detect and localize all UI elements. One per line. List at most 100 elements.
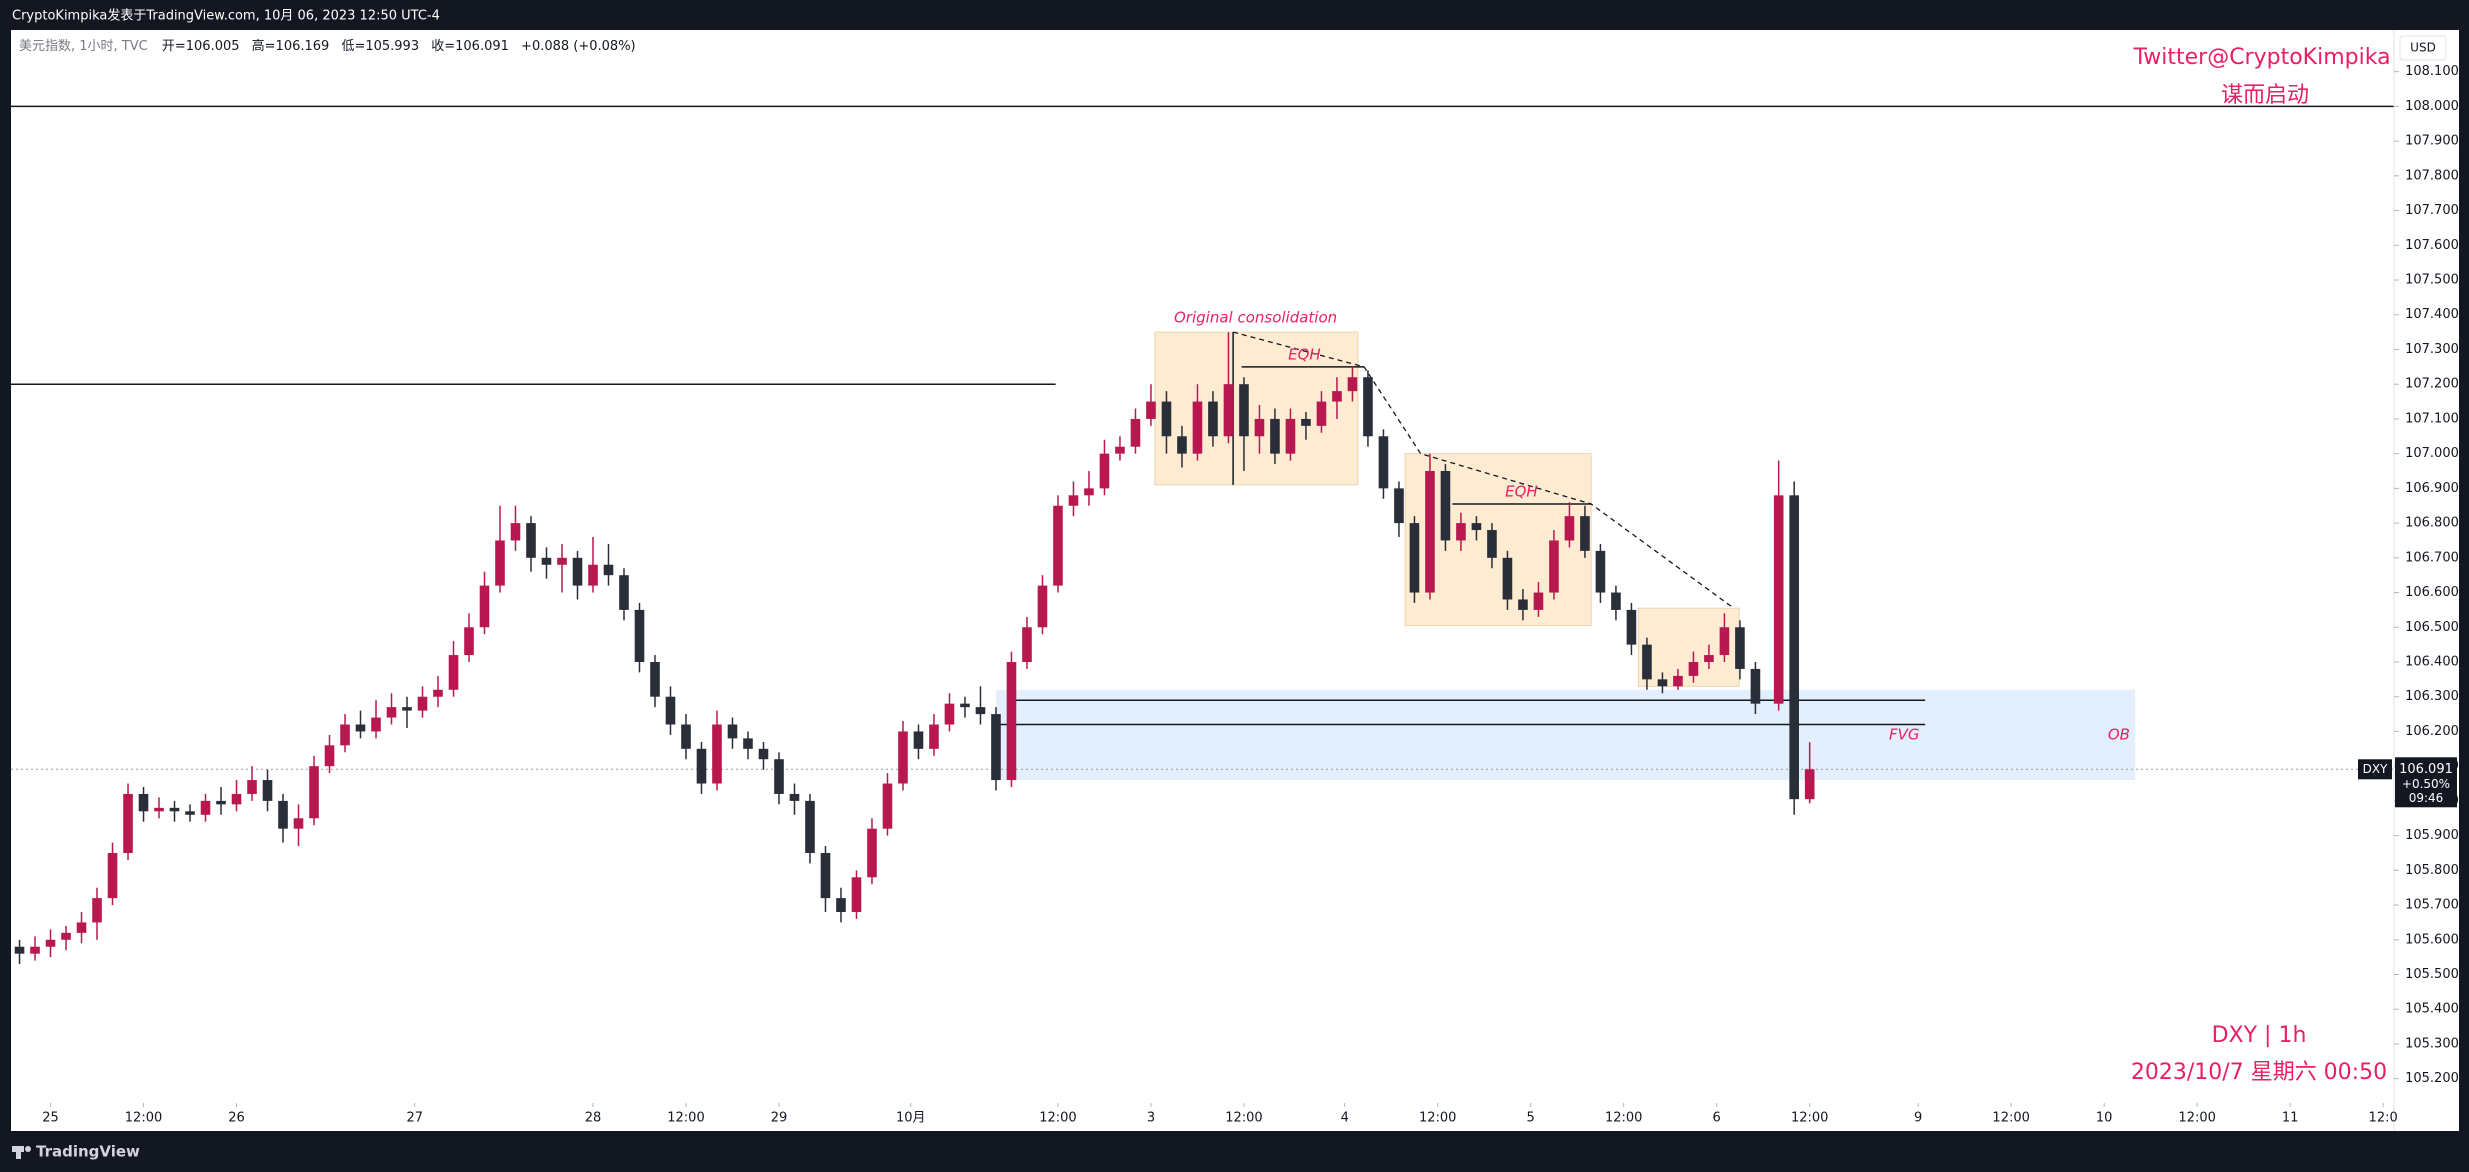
candle-body (247, 780, 257, 794)
candle-body (851, 877, 862, 913)
candle-body (433, 689, 443, 697)
currency-button[interactable] (2399, 35, 2447, 61)
consolidation-box (1404, 453, 1592, 627)
candle-body (1146, 401, 1156, 419)
brand-name: TradingView (36, 1143, 140, 1161)
y-tick-label: 106.400 (2405, 654, 2459, 669)
watermark-instrument: DXY | 1h (2212, 1023, 2307, 1048)
consolidation-box (1154, 331, 1359, 486)
candle-body (1487, 530, 1497, 558)
candle-body (1006, 661, 1017, 781)
x-tick-label: 12:00 (2178, 1111, 2215, 1126)
candle-body (1161, 401, 1172, 437)
candle-body (1735, 627, 1745, 669)
legend-change: +0.088 (+0.08%) (521, 39, 636, 54)
candle-body (1285, 418, 1296, 454)
y-tick-label: 106.200 (2405, 724, 2459, 739)
candle-body (30, 946, 40, 954)
x-tick-label: 28 (585, 1111, 602, 1126)
candle-body (975, 707, 986, 715)
candle-body (1208, 401, 1218, 437)
y-tick-label: 107.400 (2405, 307, 2459, 322)
candle-body (1657, 679, 1668, 687)
x-tick-label: 5 (1527, 1111, 1535, 1126)
y-tick-label: 108.100 (2405, 64, 2459, 79)
y-tick-label: 105.200 (2405, 1071, 2459, 1086)
y-tick-label: 107.800 (2405, 168, 2459, 183)
candle-body (1037, 585, 1048, 628)
symbol-tag-box (2358, 759, 2392, 780)
candle-body (650, 661, 660, 697)
candle-body (588, 564, 598, 586)
candle-body (572, 557, 583, 586)
legend-close: 收=106.091 (431, 39, 509, 54)
x-tick-label: 27 (406, 1111, 423, 1126)
candle-body (1626, 609, 1637, 645)
candle-body (1564, 516, 1575, 541)
candle-body (1502, 557, 1513, 600)
x-tick-label: 12:00 (1791, 1111, 1828, 1126)
x-tick-label: 10 (2096, 1111, 2113, 1126)
candle-body (123, 793, 133, 853)
candle-body (1316, 401, 1327, 426)
legend-open: 开=106.005 (162, 39, 240, 54)
candle-body (1518, 599, 1528, 610)
y-tick-label: 107.200 (2405, 377, 2459, 392)
y-tick-label: 106.500 (2405, 620, 2459, 635)
candle-body (200, 800, 211, 815)
candle-body (1084, 488, 1094, 496)
y-tick-label: 108.000 (2405, 99, 2459, 114)
candle-body (929, 724, 939, 749)
candle-body (1177, 436, 1187, 454)
candle-body (495, 540, 505, 586)
candle-body (1115, 446, 1125, 454)
candle-body (1332, 391, 1342, 402)
watermark-author: Twitter@CryptoKimpika (2132, 45, 2390, 70)
y-tick-label: 105.900 (2405, 828, 2459, 843)
candle-body (1223, 384, 1234, 437)
candle-body (216, 800, 226, 805)
x-tick-label: 26 (228, 1111, 245, 1126)
candle-body (1804, 769, 1815, 800)
candle-body (1642, 644, 1652, 680)
annotation-label: OB (2108, 725, 2130, 743)
x-tick-label: 12:00 (667, 1111, 704, 1126)
x-tick-label: 12:00 (1225, 1111, 1262, 1126)
candle-body (1270, 418, 1280, 454)
candle-body (1409, 523, 1420, 593)
candle-body (1068, 495, 1079, 506)
candle-body (1192, 401, 1203, 454)
x-tick-label: 9 (1914, 1111, 1922, 1126)
x-tick-label: 12:00 (1605, 1111, 1642, 1126)
watermark-motto: 谋而启动 (2221, 83, 2309, 108)
publish-info: CryptoKimpika发表于TradingView.com, 10月 06,… (12, 8, 440, 24)
candle-body (1456, 523, 1466, 541)
y-tick-label: 106.700 (2405, 550, 2459, 565)
candle-body (417, 696, 428, 711)
candle-body (355, 724, 366, 732)
legend-low: 低=105.993 (341, 39, 419, 54)
candle-body (960, 703, 970, 708)
candle-body (185, 811, 195, 815)
candle-body (1254, 418, 1265, 437)
x-tick-label: 11 (2282, 1111, 2299, 1126)
candle-body (743, 738, 753, 749)
price-tag-value: 106.091 (2399, 762, 2453, 777)
candle-body (92, 898, 102, 923)
candle-body (1704, 655, 1714, 662)
x-tick-label: 12:00 (1039, 1111, 1076, 1126)
candle-body (293, 818, 304, 829)
ob-zone (995, 689, 2136, 781)
trend-dashed (1232, 331, 1735, 609)
candle-body (169, 807, 180, 812)
candle-body (898, 731, 908, 784)
candle-body (1595, 550, 1606, 593)
y-tick-label: 107.600 (2405, 238, 2459, 253)
x-tick-label: 3 (1147, 1111, 1155, 1126)
candle-body (758, 748, 769, 760)
y-tick-label: 106.600 (2405, 585, 2459, 600)
candle-body (324, 745, 335, 767)
candle-body (1053, 505, 1063, 586)
candle-layer (14, 332, 1815, 965)
